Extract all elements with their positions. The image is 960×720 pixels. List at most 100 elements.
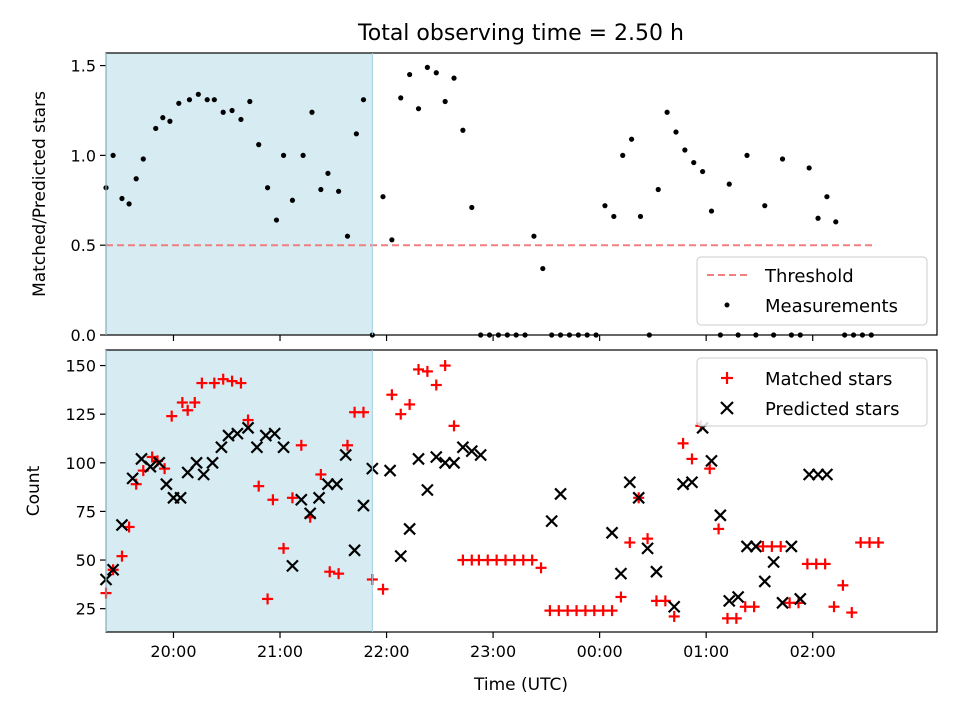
matched-star-point — [421, 365, 433, 377]
measurement-point — [186, 97, 193, 103]
matched-star-point — [116, 550, 128, 562]
measurement-point — [611, 213, 617, 220]
matched-star-point — [430, 379, 442, 391]
matched-star-point — [196, 377, 208, 389]
measurement-point — [153, 125, 159, 132]
matched-star-point — [526, 554, 538, 566]
measurement-point — [424, 64, 430, 70]
measurement-point — [325, 170, 331, 176]
predicted-star-point — [685, 475, 699, 489]
y-tick-label: 0.5 — [71, 236, 96, 255]
top-y-ticks: 0.0 0.5 1.0 1.5 — [71, 57, 106, 345]
measurement-point — [442, 98, 448, 105]
top-legend: Threshold Measurements — [696, 256, 928, 326]
predicted-star-point — [250, 440, 264, 454]
measurement-point — [407, 71, 413, 78]
top-shaded-interval — [106, 53, 373, 335]
matched-star-point — [253, 480, 265, 492]
matched-star-point — [872, 537, 884, 549]
measurement-point — [126, 201, 132, 207]
measurement-point — [655, 186, 661, 193]
matched-star-point — [535, 562, 547, 574]
measurement-point — [176, 100, 182, 106]
matched-star-point — [267, 494, 279, 506]
predicted-star-point — [394, 549, 408, 563]
predicted-star-point — [339, 448, 352, 462]
predicted-star-point — [383, 464, 397, 477]
matched-star-point — [176, 397, 188, 409]
matched-star-point — [315, 468, 327, 480]
measurement-point — [691, 159, 697, 166]
predicted-star-point — [152, 456, 166, 470]
measurement-point — [726, 181, 732, 187]
y-tick-label: 50 — [76, 551, 96, 570]
predicted-star-point — [722, 594, 736, 608]
matched-star-point — [624, 537, 636, 549]
predicted-star-point — [160, 477, 173, 491]
top-y-axis-label: Matched/Predicted stars — [30, 91, 50, 297]
measurement-point — [398, 95, 404, 101]
matched-star-point — [413, 363, 425, 375]
matched-star-point — [615, 591, 627, 603]
measurement-point — [318, 186, 324, 193]
predicted-star-point — [447, 456, 461, 470]
measurement-point — [273, 217, 280, 223]
measurement-point — [119, 195, 125, 202]
legend-threshold-label: Threshold — [764, 266, 854, 287]
matched-star-point — [837, 579, 849, 591]
measurement-point — [360, 97, 367, 103]
matched-star-point — [793, 597, 804, 609]
matched-star-point — [730, 612, 742, 624]
matched-star-point — [242, 414, 254, 426]
y-tick-label: 25 — [76, 600, 96, 619]
predicted-star-point — [115, 518, 129, 532]
measurement-point — [460, 127, 466, 133]
matched-star-point — [642, 533, 654, 545]
bottom-y-ticks: 25 50 75 100 125 150 — [65, 357, 106, 619]
measurement-point — [247, 98, 253, 105]
legend-matched-swatch — [721, 372, 733, 384]
measurement-point — [451, 75, 457, 81]
x-tick-label: 20:00 — [150, 642, 196, 661]
matched-star-point — [278, 542, 290, 554]
matched-star-point — [395, 408, 407, 420]
matched-star-point — [189, 397, 201, 409]
predicted-star-point — [190, 456, 203, 470]
predicted-star-point — [731, 590, 745, 604]
measurement-point — [620, 152, 626, 158]
measurement-point — [300, 152, 306, 158]
matched-star-point — [748, 601, 760, 613]
measurement-point — [673, 129, 679, 135]
measurement-point — [824, 194, 830, 200]
measurement-point — [815, 215, 821, 221]
matched-star-point — [377, 583, 389, 595]
predicted-star-point — [545, 514, 558, 528]
matched-star-point — [448, 420, 460, 432]
y-tick-label: 75 — [76, 502, 96, 521]
measurement-point — [160, 115, 166, 121]
legend-matched-label: Matched stars — [765, 369, 892, 390]
bottom-y-axis-label: Count — [24, 465, 44, 516]
measurement-point — [229, 107, 235, 114]
predicted-star-point — [215, 440, 228, 454]
measurement-point — [531, 233, 537, 239]
matched-star-point — [208, 377, 220, 389]
measurement-point — [779, 156, 786, 162]
predicted-star-point — [277, 440, 290, 454]
matched-star-point — [668, 610, 680, 622]
x-tick-label: 22:00 — [363, 642, 409, 661]
matched-star-point — [686, 453, 698, 465]
predicted-star-point — [312, 491, 326, 505]
predicted-star-point — [554, 487, 567, 501]
measurement-point — [220, 109, 226, 115]
y-tick-label: 100 — [65, 454, 96, 473]
matched-star-point — [404, 398, 416, 410]
measurement-point — [280, 152, 287, 158]
chart-title: Total observing time = 2.50 h — [357, 21, 684, 46]
predicted-star-point — [348, 544, 361, 557]
measurement-point — [833, 219, 839, 225]
predicted-star-point — [614, 567, 628, 580]
predicted-star-point — [295, 493, 308, 507]
matched-star-point — [606, 605, 618, 617]
